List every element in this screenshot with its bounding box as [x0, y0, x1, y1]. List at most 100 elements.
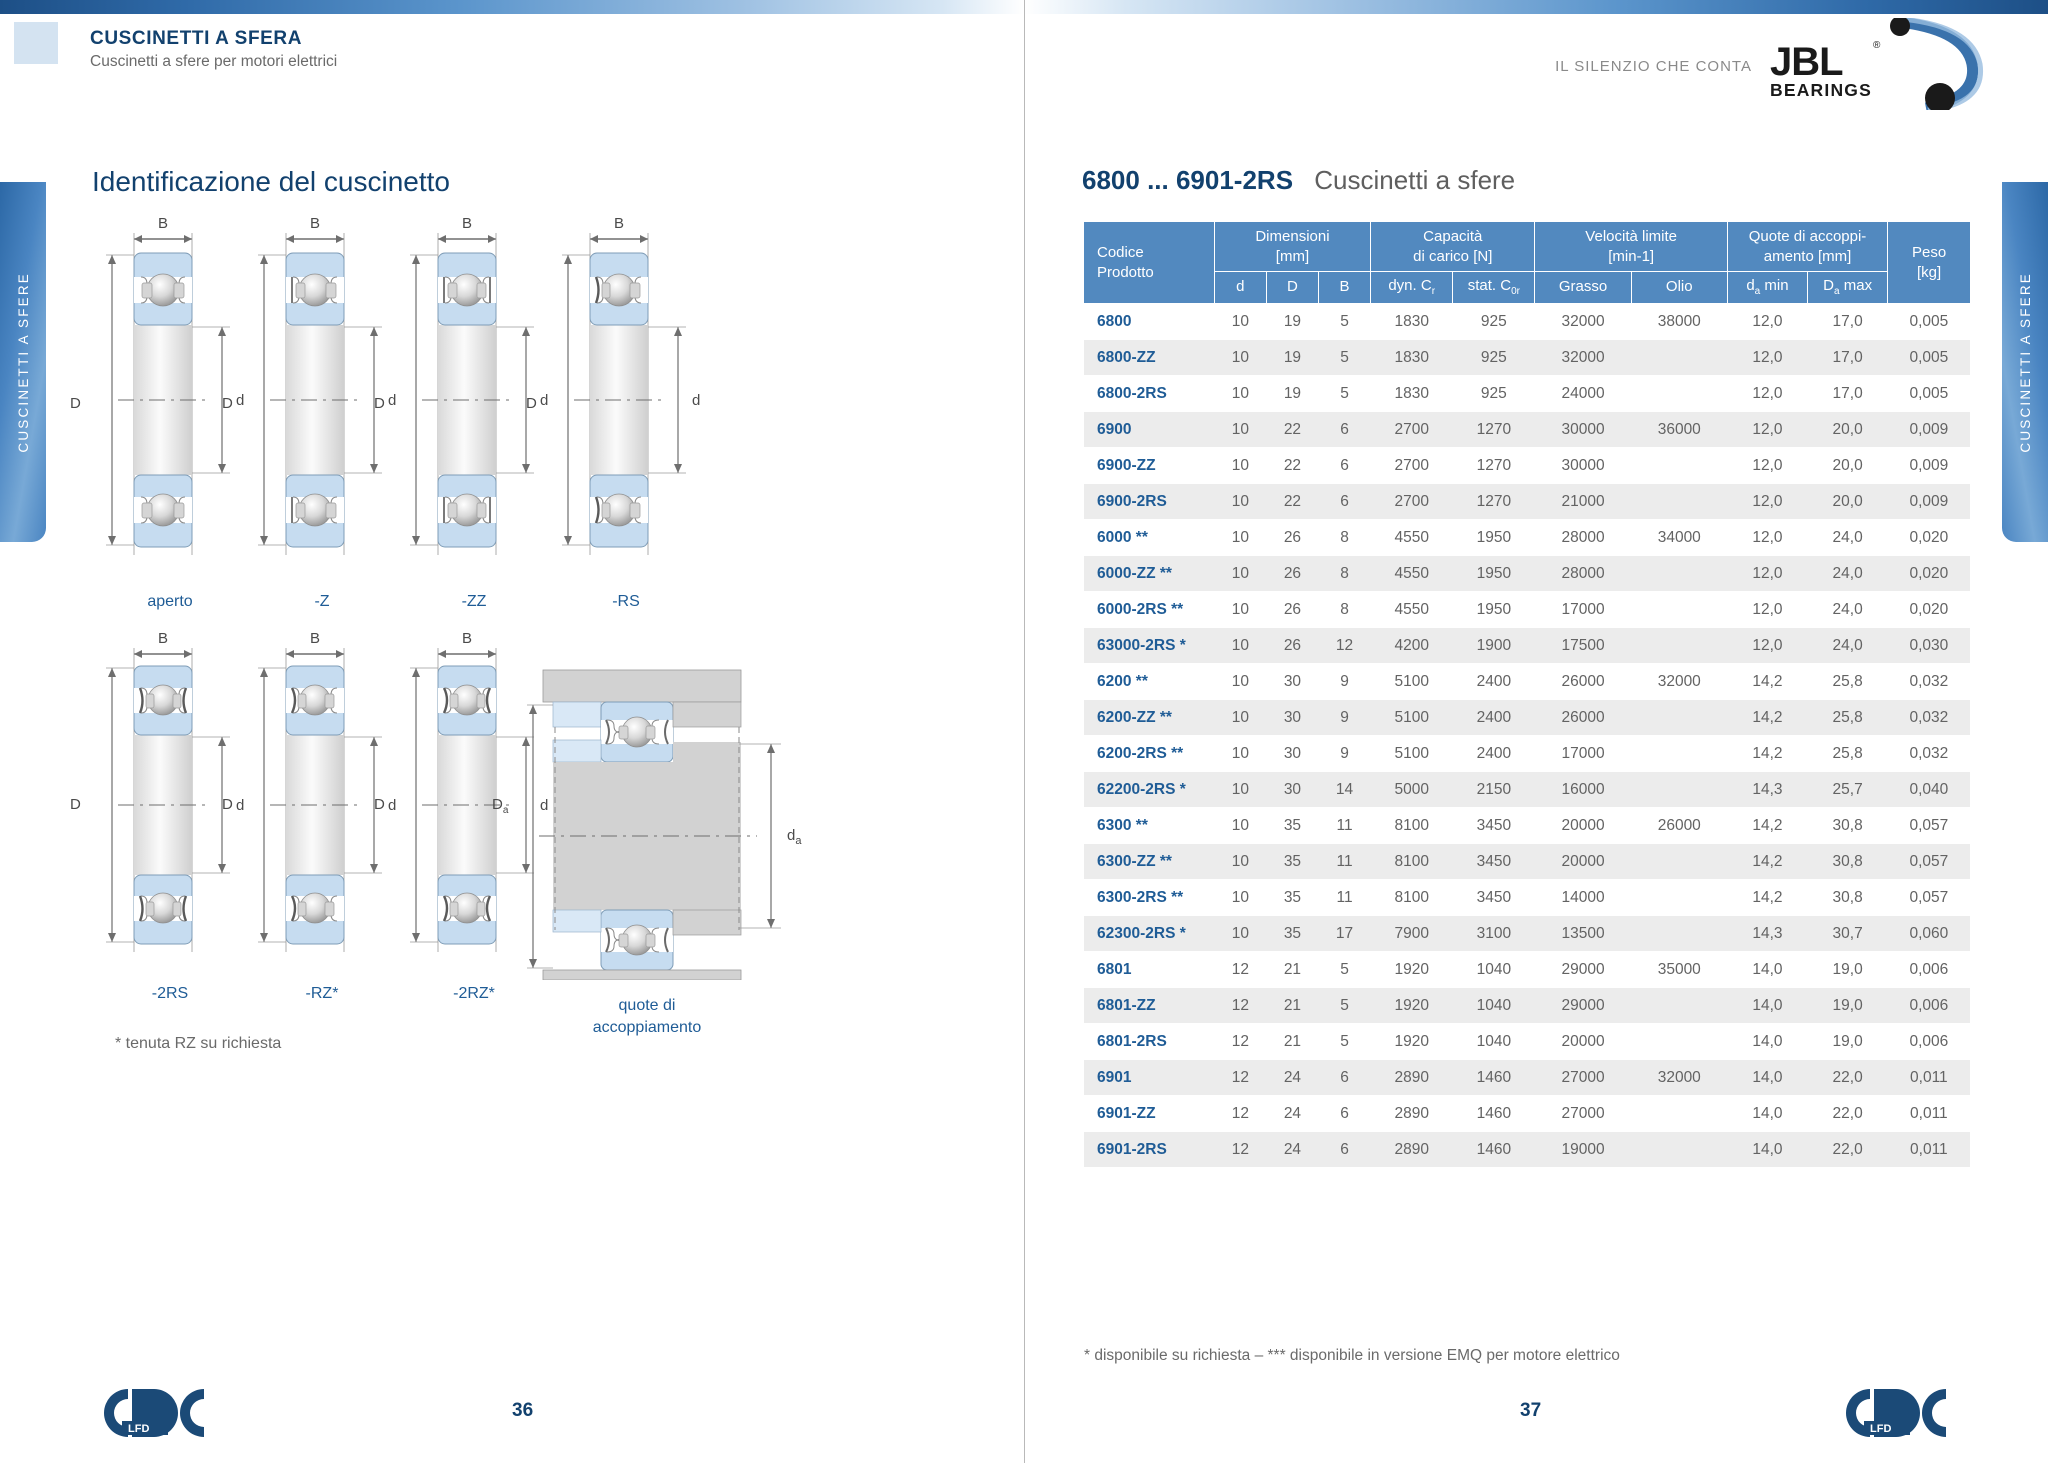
cell-d: 10 — [1214, 807, 1267, 844]
cell-product-code: 6000 ** — [1084, 519, 1215, 556]
cell-peso: 0,057 — [1887, 879, 1970, 916]
cell-B: 5 — [1318, 339, 1371, 376]
table-row[interactable]: 6800 10 19 5 1830 925 32000 38000 12,0 17,0 0,005 — [1084, 303, 1970, 340]
cell-product-code: 6300-ZZ ** — [1084, 843, 1215, 880]
cell-d: 10 — [1214, 447, 1267, 484]
cell-Da_max: 24,0 — [1807, 555, 1888, 592]
cell-olio — [1631, 591, 1728, 628]
cell-product-code: 63000-2RS * — [1084, 627, 1215, 664]
table-row[interactable]: 6200-2RS ** 10 30 9 5100 2400 17000 14,2 25,8 0,0… — [1084, 735, 1970, 772]
dim-label-D-7: D — [374, 796, 385, 813]
cell-grasso: 28000 — [1534, 555, 1632, 592]
table-row[interactable]: 6300 ** 10 35 11 8100 3450 20000 26000 14,2 30,8 0… — [1084, 807, 1970, 844]
dim-label-D-4: D — [526, 395, 537, 412]
cell-Da_max: 20,0 — [1807, 483, 1888, 520]
table-row[interactable]: 6300-2RS ** 10 35 11 8100 3450 14000 14,2 30,8 0,… — [1084, 879, 1970, 916]
table-row[interactable]: 6300-ZZ ** 10 35 11 8100 3450 20000 14,2 30,8 0,0… — [1084, 843, 1970, 880]
table-row[interactable]: 6901-2RS 12 24 6 2890 1460 19000 14,0 22,0 0,011 — [1084, 1131, 1970, 1168]
cell-stat: 1460 — [1452, 1131, 1535, 1168]
svg-text:d: d — [236, 392, 244, 409]
cell-olio — [1631, 339, 1728, 376]
table-row[interactable]: 6200 ** 10 30 9 5100 2400 26000 32000 14,2 25,8 0,… — [1084, 663, 1970, 700]
table-row[interactable]: 6800-ZZ 10 19 5 1830 925 32000 12,0 17,0 0,005 — [1084, 339, 1970, 376]
col-dyn-cr-label: dyn. C — [1388, 277, 1432, 294]
dim-label-D-1: D — [70, 395, 81, 412]
cell-grasso: 28000 — [1534, 519, 1632, 556]
cell-stat: 2400 — [1452, 663, 1535, 700]
cell-product-code: 6000-ZZ ** — [1084, 555, 1215, 592]
cell-Da_max: 17,0 — [1807, 303, 1888, 340]
cell-peso: 0,060 — [1887, 915, 1970, 952]
bearing-caption-rz: -RZ* — [305, 985, 339, 1002]
table-row[interactable]: 6901-ZZ 12 24 6 2890 1460 27000 14,0 22,0 0,011 — [1084, 1095, 1970, 1132]
cell-peso: 0,006 — [1887, 951, 1970, 988]
cell-dyn: 5000 — [1370, 771, 1453, 808]
dim-label-D-3: D — [374, 395, 385, 412]
table-row[interactable]: 6801 12 21 5 1920 1040 29000 35000 14,0 19,0 0,006 — [1084, 951, 1970, 988]
cell-dyn: 2700 — [1370, 411, 1453, 448]
svg-text:d: d — [388, 392, 396, 409]
cell-da_min: 14,2 — [1727, 879, 1808, 916]
table-row[interactable]: 63000-2RS * 10 26 12 4200 1900 17500 12,0 24,0 0,… — [1084, 627, 1970, 664]
cell-stat: 1270 — [1452, 483, 1535, 520]
jbl-logo: JBL ® BEARINGS — [1750, 16, 2000, 114]
table-row[interactable]: 6901 12 24 6 2890 1460 27000 32000 14,0 22,0 0,011 — [1084, 1059, 1970, 1096]
table-row[interactable]: 6200-ZZ ** 10 30 9 5100 2400 26000 14,2 25,8 0,03… — [1084, 699, 1970, 736]
cell-grasso: 17500 — [1534, 627, 1632, 664]
col-group-quote: Quote di accoppi- amento [mm] — [1726, 222, 1888, 272]
cell-D: 19 — [1266, 303, 1319, 340]
table-row[interactable]: 6900-ZZ 10 22 6 2700 1270 30000 12,0 20,0 0,009 — [1084, 447, 1970, 484]
table-row[interactable]: 6900-2RS 10 22 6 2700 1270 21000 12,0 20,0 0,009 — [1084, 483, 1970, 520]
table-row[interactable]: 6801-2RS 12 21 5 1920 1040 20000 14,0 19,0 0,006 — [1084, 1023, 1970, 1060]
mounting-section-icon: da — [527, 669, 802, 981]
cell-da_min: 12,0 — [1727, 519, 1808, 556]
cell-da_min: 14,2 — [1727, 843, 1808, 880]
cell-dyn: 8100 — [1370, 879, 1453, 916]
cell-stat: 1950 — [1452, 519, 1535, 556]
side-tab-left-label: CUSCINETTI A SFERE — [15, 271, 31, 453]
cell-d: 12 — [1214, 1095, 1267, 1132]
cell-Da_max: 20,0 — [1807, 411, 1888, 448]
cell-D: 35 — [1266, 915, 1319, 952]
cell-peso: 0,030 — [1887, 627, 1970, 664]
cell-grasso: 26000 — [1534, 699, 1632, 736]
cell-D: 26 — [1266, 519, 1319, 556]
cell-peso: 0,009 — [1887, 447, 1970, 484]
cell-grasso: 24000 — [1534, 375, 1632, 412]
table-row[interactable]: 6800-2RS 10 19 5 1830 925 24000 12,0 17,0 0,005 — [1084, 375, 1970, 412]
cell-B: 12 — [1318, 627, 1371, 664]
table-row[interactable]: 6000-2RS ** 10 26 8 4550 1950 17000 12,0 24,0 0,0… — [1084, 591, 1970, 628]
table-row[interactable]: 62200-2RS * 10 30 14 5000 2150 16000 14,3 25,7 0,… — [1084, 771, 1970, 808]
bearing-section-icon: B d — [258, 630, 396, 952]
col-dyn-cr: dyn. Cr — [1370, 271, 1453, 304]
table-row[interactable]: 62300-2RS * 10 35 17 7900 3100 13500 14,3 30,7 0,… — [1084, 915, 1970, 952]
cell-Da_max: 30,8 — [1807, 843, 1888, 880]
cell-peso: 0,040 — [1887, 771, 1970, 808]
table-row[interactable]: 6000 ** 10 26 8 4550 1950 28000 34000 12,0 24,0 0,… — [1084, 519, 1970, 556]
table-row[interactable]: 6801-ZZ 12 21 5 1920 1040 29000 14,0 19,0 0,006 — [1084, 987, 1970, 1024]
cell-d: 12 — [1214, 987, 1267, 1024]
cell-dyn: 2700 — [1370, 483, 1453, 520]
dim-label-D-2: D — [222, 395, 233, 412]
svg-text:LFD: LFD — [128, 1423, 149, 1435]
cell-dyn: 7900 — [1370, 915, 1453, 952]
cell-Da_max: 22,0 — [1807, 1095, 1888, 1132]
table-row[interactable]: 6900 10 22 6 2700 1270 30000 36000 12,0 20,0 0,009 — [1084, 411, 1970, 448]
cell-product-code: 6901-2RS — [1084, 1131, 1215, 1168]
cell-stat: 3450 — [1452, 879, 1535, 916]
cell-stat: 925 — [1452, 375, 1535, 412]
cell-dyn: 5100 — [1370, 699, 1453, 736]
cell-grasso: 29000 — [1534, 987, 1632, 1024]
cell-B: 8 — [1318, 519, 1371, 556]
table-row[interactable]: 6000-ZZ ** 10 26 8 4550 1950 28000 12,0 24,0 0,02… — [1084, 555, 1970, 592]
col-dyn-cr-sub: r — [1431, 286, 1436, 297]
col-Da-max-rest: max — [1839, 277, 1873, 294]
cell-da_min: 14,2 — [1727, 807, 1808, 844]
cell-stat: 1900 — [1452, 627, 1535, 664]
col-group-velocita-l2: [min-1] — [1608, 247, 1655, 265]
cell-product-code: 6901-ZZ — [1084, 1095, 1215, 1132]
cdc-logo-left: LFD — [96, 1385, 246, 1443]
col-group-peso-l2: [kg] — [1917, 263, 1942, 281]
bearing-diagram-2rs: B d — [100, 630, 300, 1030]
col-Da-max: Da max — [1807, 271, 1888, 304]
